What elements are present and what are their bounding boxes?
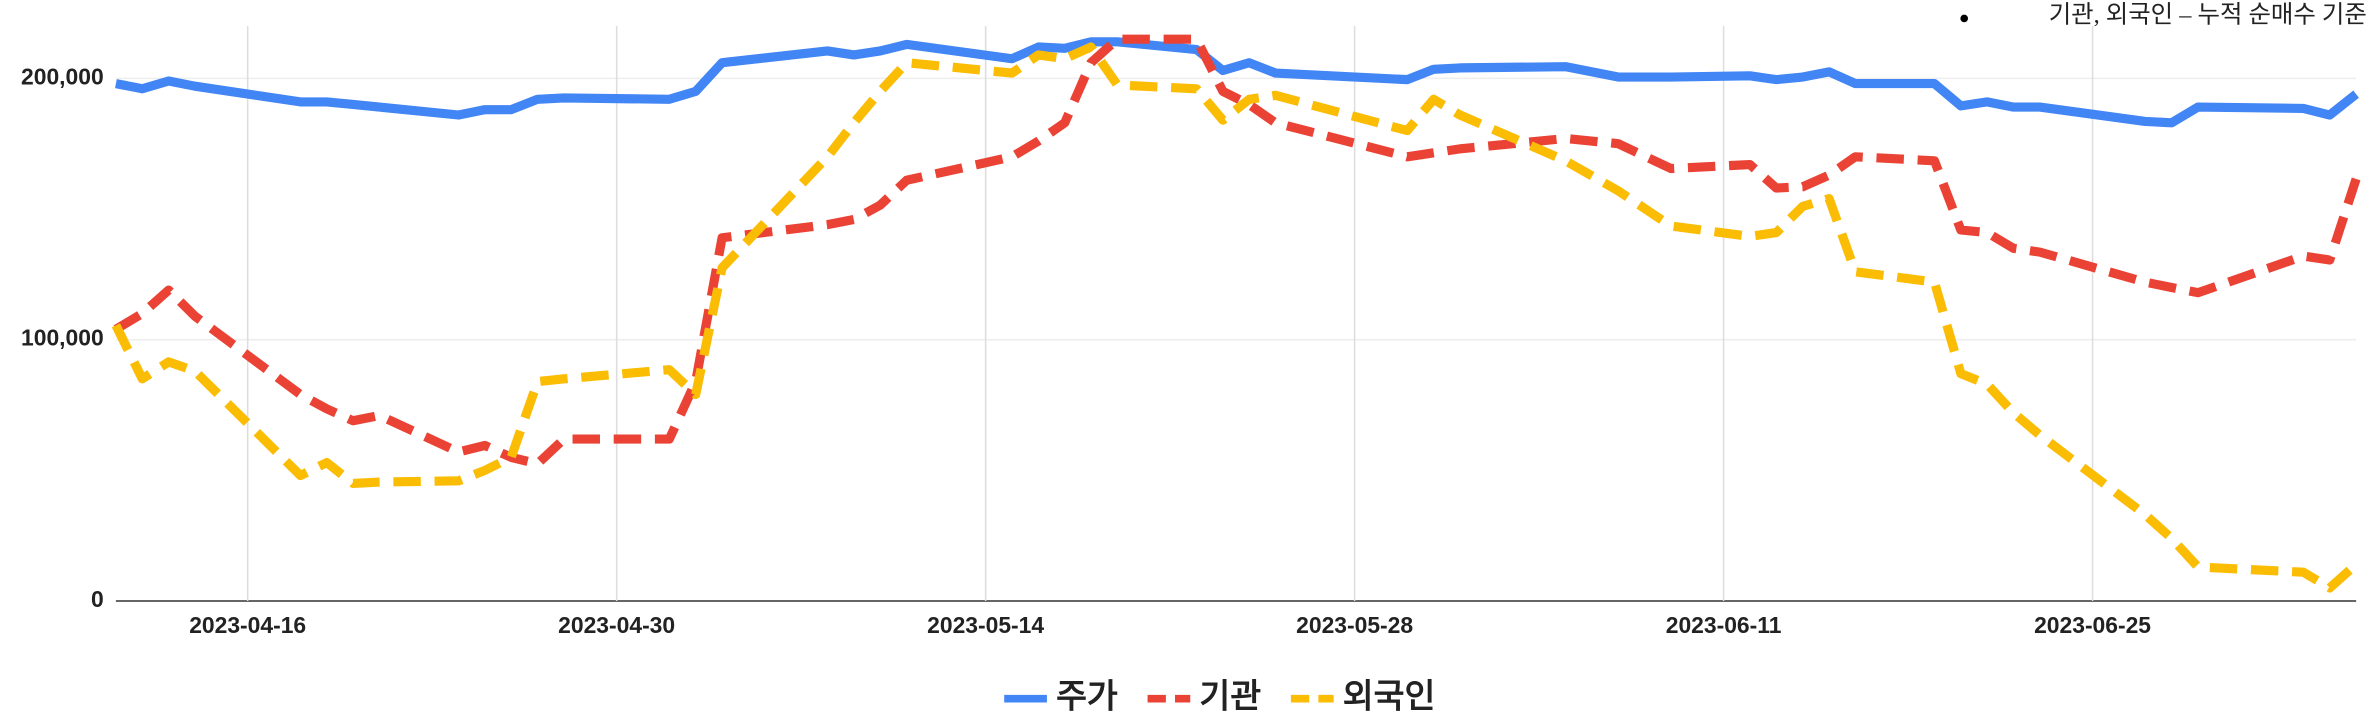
series-line [113, 34, 2361, 469]
bullet [1960, 14, 1969, 23]
series-line [115, 37, 2359, 128]
x-tick-label: 2023-06-25 [2034, 612, 2151, 638]
x-tick-label: 2023-05-28 [1296, 612, 1413, 638]
x-tick-label: 2023-05-14 [927, 612, 1044, 638]
x-tick-label: 2023-04-16 [189, 612, 306, 638]
y-tick-label: 0 [91, 586, 104, 612]
x-tick-label: 2023-04-30 [558, 612, 675, 638]
y-tick-label: 100,000 [21, 325, 104, 351]
x-tick-label: 2023-06-11 [1666, 612, 1782, 638]
legend-label: 외국인 [1343, 677, 1436, 711]
subtitle: 기관, 외국인 – 누적 순매수 기준 [2049, 2, 2367, 29]
legend-label: 기관 [1199, 677, 1261, 711]
y-tick-label: 200,000 [21, 63, 104, 89]
legend-label: 주가 [1056, 677, 1118, 711]
series-line [111, 42, 2360, 593]
